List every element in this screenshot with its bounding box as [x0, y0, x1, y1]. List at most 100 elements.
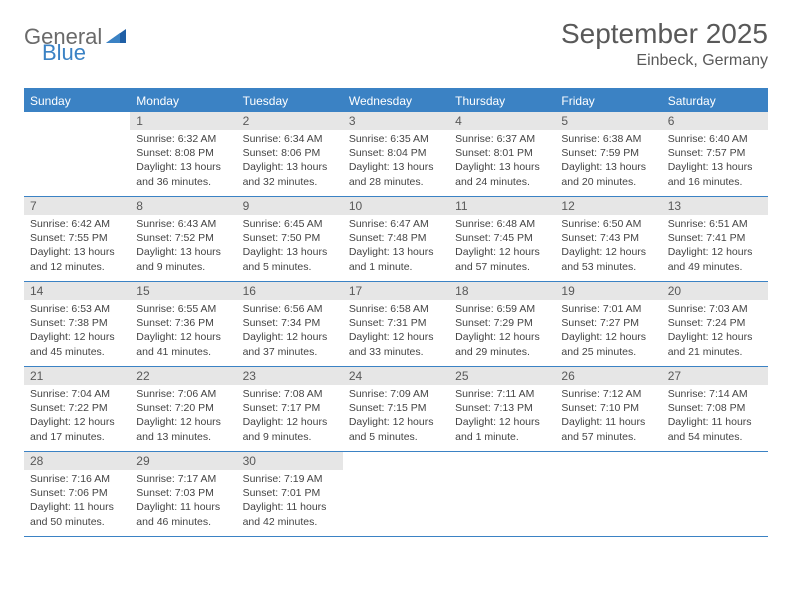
day-body: Sunrise: 7:08 AMSunset: 7:17 PMDaylight:… [237, 385, 343, 448]
day-number: 11 [449, 197, 555, 215]
day-number: 7 [24, 197, 130, 215]
day-line-d1: Daylight: 11 hours [30, 500, 124, 514]
day-body: Sunrise: 6:38 AMSunset: 7:59 PMDaylight:… [555, 130, 661, 193]
day-line-d1: Daylight: 12 hours [30, 415, 124, 429]
day-line-sunrise: Sunrise: 7:06 AM [136, 387, 230, 401]
day-body: Sunrise: 7:01 AMSunset: 7:27 PMDaylight:… [555, 300, 661, 363]
day-line-d1: Daylight: 12 hours [561, 330, 655, 344]
day-cell: 25Sunrise: 7:11 AMSunset: 7:13 PMDayligh… [449, 367, 555, 451]
day-line-sunrise: Sunrise: 7:01 AM [561, 302, 655, 316]
day-cell [662, 452, 768, 536]
day-line-d1: Daylight: 12 hours [30, 330, 124, 344]
day-line-sunrise: Sunrise: 7:12 AM [561, 387, 655, 401]
day-line-d1: Daylight: 13 hours [243, 245, 337, 259]
day-line-sunrise: Sunrise: 6:43 AM [136, 217, 230, 231]
day-cell [343, 452, 449, 536]
day-cell: 30Sunrise: 7:19 AMSunset: 7:01 PMDayligh… [237, 452, 343, 536]
day-line-d2: and 46 minutes. [136, 515, 230, 529]
day-line-sunset: Sunset: 7:06 PM [30, 486, 124, 500]
day-cell: 23Sunrise: 7:08 AMSunset: 7:17 PMDayligh… [237, 367, 343, 451]
day-line-d2: and 21 minutes. [668, 345, 762, 359]
day-number: 14 [24, 282, 130, 300]
day-number: 10 [343, 197, 449, 215]
day-line-d1: Daylight: 13 hours [136, 160, 230, 174]
day-cell: 17Sunrise: 6:58 AMSunset: 7:31 PMDayligh… [343, 282, 449, 366]
week-row: 14Sunrise: 6:53 AMSunset: 7:38 PMDayligh… [24, 282, 768, 367]
day-number: 26 [555, 367, 661, 385]
day-line-sunset: Sunset: 7:22 PM [30, 401, 124, 415]
day-line-sunset: Sunset: 8:01 PM [455, 146, 549, 160]
day-line-sunset: Sunset: 7:48 PM [349, 231, 443, 245]
day-number: 28 [24, 452, 130, 470]
day-body: Sunrise: 7:19 AMSunset: 7:01 PMDaylight:… [237, 470, 343, 533]
day-line-d2: and 9 minutes. [136, 260, 230, 274]
day-line-sunset: Sunset: 7:41 PM [668, 231, 762, 245]
day-line-d2: and 32 minutes. [243, 175, 337, 189]
day-line-sunset: Sunset: 7:08 PM [668, 401, 762, 415]
day-line-sunset: Sunset: 7:31 PM [349, 316, 443, 330]
day-cell: 6Sunrise: 6:40 AMSunset: 7:57 PMDaylight… [662, 112, 768, 196]
day-line-d2: and 41 minutes. [136, 345, 230, 359]
day-line-d2: and 17 minutes. [30, 430, 124, 444]
day-number: 22 [130, 367, 236, 385]
day-line-d1: Daylight: 13 hours [349, 245, 443, 259]
day-line-d2: and 42 minutes. [243, 515, 337, 529]
day-line-d2: and 54 minutes. [668, 430, 762, 444]
day-body: Sunrise: 6:32 AMSunset: 8:08 PMDaylight:… [130, 130, 236, 193]
day-cell: 1Sunrise: 6:32 AMSunset: 8:08 PMDaylight… [130, 112, 236, 196]
day-line-d2: and 9 minutes. [243, 430, 337, 444]
day-body: Sunrise: 6:37 AMSunset: 8:01 PMDaylight:… [449, 130, 555, 193]
day-line-d1: Daylight: 12 hours [561, 245, 655, 259]
day-number: 9 [237, 197, 343, 215]
title-block: September 2025 Einbeck, Germany [561, 18, 768, 70]
day-line-d2: and 5 minutes. [349, 430, 443, 444]
calendar-page: General September 2025 Einbeck, Germany … [0, 0, 792, 555]
day-line-sunset: Sunset: 7:36 PM [136, 316, 230, 330]
day-line-sunset: Sunset: 7:03 PM [136, 486, 230, 500]
day-line-d2: and 45 minutes. [30, 345, 124, 359]
day-number: 27 [662, 367, 768, 385]
day-line-sunset: Sunset: 7:57 PM [668, 146, 762, 160]
day-cell: 29Sunrise: 7:17 AMSunset: 7:03 PMDayligh… [130, 452, 236, 536]
weekday-header: Tuesday [237, 90, 343, 112]
day-body: Sunrise: 6:50 AMSunset: 7:43 PMDaylight:… [555, 215, 661, 278]
day-line-d1: Daylight: 12 hours [349, 415, 443, 429]
day-body: Sunrise: 6:47 AMSunset: 7:48 PMDaylight:… [343, 215, 449, 278]
day-line-d1: Daylight: 12 hours [349, 330, 443, 344]
day-line-sunset: Sunset: 7:45 PM [455, 231, 549, 245]
day-line-sunset: Sunset: 7:50 PM [243, 231, 337, 245]
day-line-d2: and 1 minute. [349, 260, 443, 274]
day-cell: 14Sunrise: 6:53 AMSunset: 7:38 PMDayligh… [24, 282, 130, 366]
day-cell: 5Sunrise: 6:38 AMSunset: 7:59 PMDaylight… [555, 112, 661, 196]
day-number: 6 [662, 112, 768, 130]
day-cell: 13Sunrise: 6:51 AMSunset: 7:41 PMDayligh… [662, 197, 768, 281]
day-line-d1: Daylight: 11 hours [668, 415, 762, 429]
day-line-sunrise: Sunrise: 6:53 AM [30, 302, 124, 316]
day-cell: 27Sunrise: 7:14 AMSunset: 7:08 PMDayligh… [662, 367, 768, 451]
day-number: 23 [237, 367, 343, 385]
day-line-sunset: Sunset: 7:52 PM [136, 231, 230, 245]
day-line-sunrise: Sunrise: 6:40 AM [668, 132, 762, 146]
day-line-sunset: Sunset: 8:06 PM [243, 146, 337, 160]
day-line-sunrise: Sunrise: 7:09 AM [349, 387, 443, 401]
day-line-sunrise: Sunrise: 6:48 AM [455, 217, 549, 231]
day-body: Sunrise: 6:35 AMSunset: 8:04 PMDaylight:… [343, 130, 449, 193]
day-number: 17 [343, 282, 449, 300]
day-line-d2: and 24 minutes. [455, 175, 549, 189]
day-body: Sunrise: 6:55 AMSunset: 7:36 PMDaylight:… [130, 300, 236, 363]
day-number: 2 [237, 112, 343, 130]
day-line-d1: Daylight: 12 hours [243, 415, 337, 429]
day-cell: 12Sunrise: 6:50 AMSunset: 7:43 PMDayligh… [555, 197, 661, 281]
day-cell: 24Sunrise: 7:09 AMSunset: 7:15 PMDayligh… [343, 367, 449, 451]
day-line-d2: and 33 minutes. [349, 345, 443, 359]
day-body: Sunrise: 7:03 AMSunset: 7:24 PMDaylight:… [662, 300, 768, 363]
day-body: Sunrise: 6:43 AMSunset: 7:52 PMDaylight:… [130, 215, 236, 278]
day-line-sunset: Sunset: 7:15 PM [349, 401, 443, 415]
day-number: 15 [130, 282, 236, 300]
day-body: Sunrise: 7:11 AMSunset: 7:13 PMDaylight:… [449, 385, 555, 448]
day-line-sunset: Sunset: 7:24 PM [668, 316, 762, 330]
day-line-d1: Daylight: 12 hours [136, 330, 230, 344]
day-line-sunrise: Sunrise: 7:11 AM [455, 387, 549, 401]
day-cell: 9Sunrise: 6:45 AMSunset: 7:50 PMDaylight… [237, 197, 343, 281]
day-body: Sunrise: 6:59 AMSunset: 7:29 PMDaylight:… [449, 300, 555, 363]
